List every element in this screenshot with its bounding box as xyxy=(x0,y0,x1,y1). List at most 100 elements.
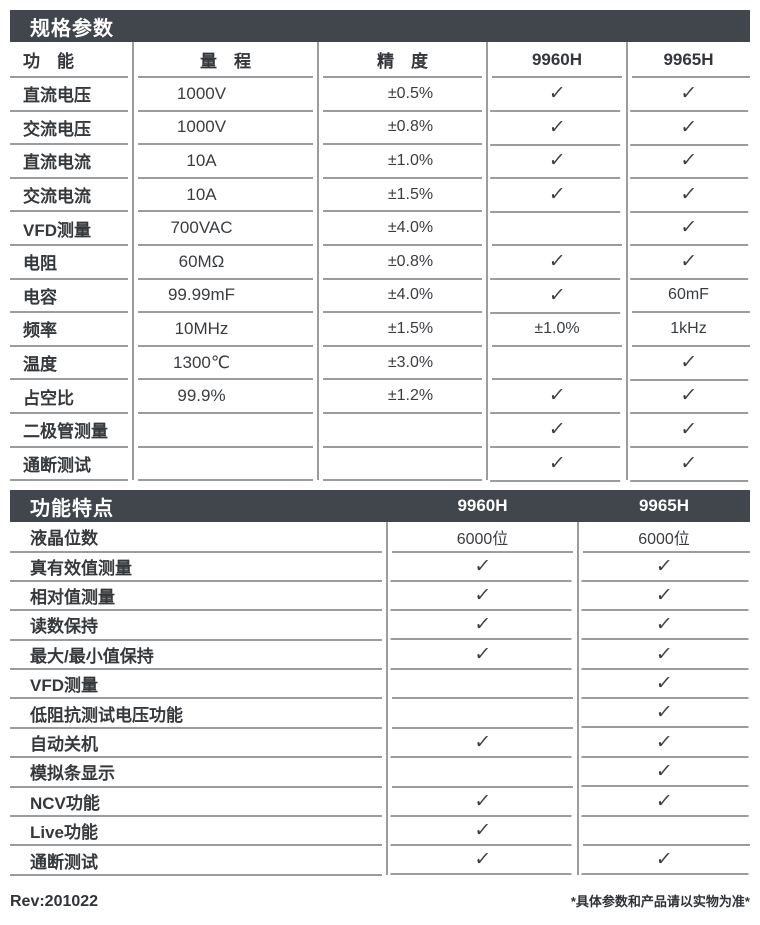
spec-col-9965h: 9965H xyxy=(627,42,750,78)
spec-row-9965h-value: ✓ xyxy=(625,346,752,380)
spec-section-header: 规格参数 xyxy=(10,10,750,42)
spec-table-row: 频率 10MHz ±1.5% ±1.0% 1kHz xyxy=(10,312,750,347)
feature-row-9965h-value: ✓ xyxy=(576,669,751,698)
feature-row-9965h-value: ✓ xyxy=(576,845,751,874)
feature-row-9960h-value: ✓ xyxy=(385,552,579,581)
spec-row-9960h-value: ✓ xyxy=(485,379,629,413)
feature-row-name: 低阻抗测试电压功能 xyxy=(10,698,387,730)
spec-row-accuracy: ±0.5% xyxy=(318,77,487,112)
feature-row-9960h-value: ✓ xyxy=(385,640,579,669)
feature-row-name: Live功能 xyxy=(10,816,387,847)
spec-table-row: 电容 99.99mF ±4.0% ✓ 60mF xyxy=(10,279,750,313)
features-table-row: Live功能 ✓ xyxy=(10,816,750,847)
spec-row-9960h-value: ✓ xyxy=(485,413,629,447)
features-table-row: 读数保持 ✓ ✓ xyxy=(10,610,750,642)
feature-row-9960h-value: ✓ xyxy=(385,787,579,816)
spec-row-9960h-value: ✓ xyxy=(485,178,629,212)
spec-table-body: 直流电压 1000V ±0.5% ✓ ✓ 交流电压 1000V ±0.8% ✓ … xyxy=(10,77,752,481)
spec-row-9960h-value: ✓ xyxy=(485,279,629,313)
spec-table-row: 直流电压 1000V ±0.5% ✓ ✓ xyxy=(10,77,752,112)
feature-row-name: NCV功能 xyxy=(10,787,387,818)
spec-col-range: 量 程 xyxy=(133,42,318,78)
spec-row-accuracy: ±0.8% xyxy=(318,245,487,280)
spec-row-range xyxy=(133,413,318,448)
spec-row-name: VFD测量 xyxy=(10,211,133,246)
spec-table-row: 二极管测量 ✓ ✓ xyxy=(10,413,750,448)
features-section-title: 功能特点 xyxy=(30,497,114,520)
feature-row-name: 读数保持 xyxy=(10,610,387,642)
spec-row-name: 电阻 xyxy=(10,245,133,280)
spec-row-range: 10MHz xyxy=(133,312,318,347)
spec-row-9965h-value: ✓ xyxy=(625,245,752,279)
spec-row-accuracy: ±1.2% xyxy=(318,379,487,414)
feature-row-name: 真有效值测量 xyxy=(10,552,387,583)
feature-row-9965h-value: ✓ xyxy=(576,640,751,669)
spec-row-9965h-value: ✓ xyxy=(625,379,752,413)
feature-row-9965h-value: ✓ xyxy=(576,787,751,816)
spec-table-row: 通断测试 ✓ ✓ xyxy=(10,447,750,481)
features-table-row: 低阻抗测试电压功能 ✓ xyxy=(10,698,750,730)
column-divider xyxy=(626,42,628,481)
column-divider xyxy=(577,522,579,875)
feature-row-9965h-value xyxy=(578,816,750,847)
spec-col-accuracy: 精 度 xyxy=(318,42,487,78)
spec-table-row: 占空比 99.9% ±1.2% ✓ ✓ xyxy=(10,379,752,414)
feature-row-9960h-value xyxy=(387,698,578,730)
features-table-row: NCV功能 ✓ ✓ xyxy=(10,787,751,818)
spec-row-accuracy xyxy=(318,413,487,448)
spec-row-name: 电容 xyxy=(10,279,133,313)
feature-row-name: 模拟条显示 xyxy=(10,757,387,789)
feature-row-9965h-value: 6000位 xyxy=(578,522,750,553)
features-table-row: 自动关机 ✓ ✓ xyxy=(10,728,750,759)
spec-row-9965h-value: ✓ xyxy=(625,144,752,178)
feature-row-9965h-value: ✓ xyxy=(576,581,751,610)
features-table-row: 真有效值测量 ✓ ✓ xyxy=(10,552,751,583)
spec-table-row: VFD测量 700VAC ±4.0% ✓ xyxy=(10,211,750,246)
feature-row-name: 通断测试 xyxy=(10,845,387,877)
spec-row-accuracy: ±4.0% xyxy=(318,211,487,246)
spec-row-accuracy: ±3.0% xyxy=(318,346,487,380)
feature-row-9960h-value xyxy=(387,757,578,789)
spec-row-9965h-value: ✓ xyxy=(625,77,752,111)
spec-row-name: 交流电压 xyxy=(10,111,133,145)
features-table: 液晶位数 6000位 6000位 真有效值测量 ✓ ✓ 相对值测量 ✓ ✓ xyxy=(10,522,751,877)
feature-row-9960h-value: ✓ xyxy=(385,728,579,757)
spec-row-9965h-value: ✓ xyxy=(625,447,752,481)
spec-row-9960h-value xyxy=(487,211,627,246)
spec-section-title: 规格参数 xyxy=(30,17,114,40)
spec-row-accuracy xyxy=(318,447,487,481)
feature-row-name: VFD测量 xyxy=(10,669,387,700)
spec-row-accuracy: ±0.8% xyxy=(318,111,487,145)
spec-row-range: 10A xyxy=(133,178,318,212)
spec-row-9965h-value: ✓ xyxy=(625,178,752,212)
spec-col-9960h: 9960H xyxy=(487,42,627,78)
feature-row-9965h-value: ✓ xyxy=(576,552,751,581)
column-divider xyxy=(317,42,319,481)
spec-table: 功 能 量 程 精 度 9960H 9965H 直流电压 1000V ±0.5%… xyxy=(10,42,752,481)
spec-row-9960h-value: ✓ xyxy=(485,245,629,279)
feature-row-9960h-value: ✓ xyxy=(385,816,579,845)
spec-row-range: 99.99mF xyxy=(133,279,318,313)
spec-row-name: 占空比 xyxy=(10,379,133,414)
footer: Rev:201022 *具体参数和产品请以实物为准* xyxy=(10,891,750,911)
spec-row-9960h-value xyxy=(487,346,627,380)
spec-col-function: 功 能 xyxy=(10,42,133,78)
spec-row-name: 频率 xyxy=(10,312,133,347)
feature-row-name: 液晶位数 xyxy=(10,522,387,553)
spec-row-9960h-value: ✓ xyxy=(485,447,629,481)
spec-row-range: 1300℃ xyxy=(133,346,318,380)
spec-row-accuracy: ±4.0% xyxy=(318,279,487,313)
feature-row-9965h-value: ✓ xyxy=(576,757,751,786)
spec-table-row: 电阻 60MΩ ±0.8% ✓ ✓ xyxy=(10,245,752,280)
revision-label: Rev:201022 xyxy=(10,892,99,910)
features-col-9965h: 9965H xyxy=(638,496,690,516)
spec-row-range: 1000V xyxy=(133,77,318,112)
spec-row-name: 直流电压 xyxy=(10,77,133,112)
column-divider xyxy=(486,42,488,481)
spec-row-range: 60MΩ xyxy=(133,245,318,280)
column-divider xyxy=(132,42,134,481)
feature-row-9960h-value: ✓ xyxy=(385,581,579,610)
features-col-9960h: 9960H xyxy=(457,496,508,516)
spec-row-accuracy: ±1.5% xyxy=(318,312,487,347)
spec-table-row: 温度 1300℃ ±3.0% ✓ xyxy=(10,346,750,380)
